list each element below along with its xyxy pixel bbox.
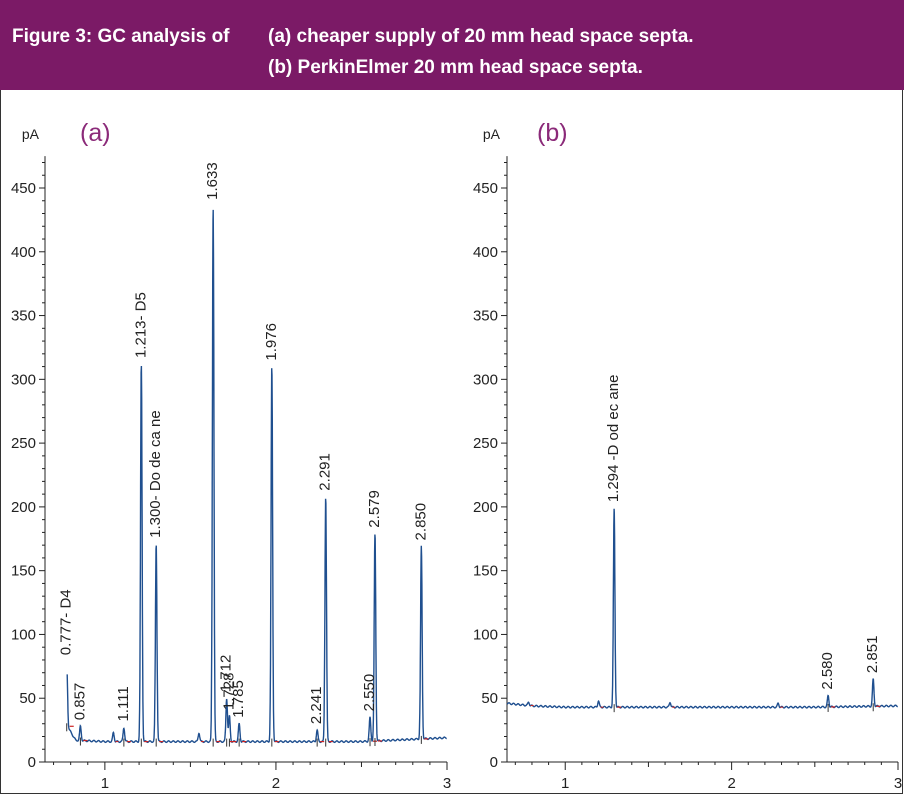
peak-label: 1.712	[218, 655, 235, 693]
y-tick-label: 350	[473, 308, 498, 325]
y-tick-label: 450	[11, 180, 36, 197]
peak-label: 1.300- Do de ca ne	[147, 410, 164, 538]
x-tick-label: 2	[272, 775, 280, 792]
peak-label: 1.976	[263, 323, 280, 361]
peak-label: 2.550	[361, 674, 378, 712]
y-axis-label: pA	[22, 126, 40, 142]
peak-label: 1.213- D5	[132, 292, 149, 358]
peak-label: 0.857	[71, 683, 88, 721]
peak-label: 2.851	[864, 636, 881, 674]
y-tick-label: 150	[473, 563, 498, 580]
y-tick-label: 0	[28, 754, 36, 771]
y-tick-label: 350	[11, 308, 36, 325]
figure-caption-banner: Figure 3: GC analysis of (a) cheaper sup…	[0, 0, 904, 90]
y-tick-label: 300	[473, 371, 498, 388]
y-tick-label: 300	[11, 371, 36, 388]
y-tick-label: 150	[11, 563, 36, 580]
x-tick-label: 1	[561, 775, 569, 792]
peak-label: 1.294 -D od ec ane	[605, 375, 622, 503]
peak-label: 2.580	[819, 652, 836, 690]
caption-a: (a) cheaper supply of 20 mm head space s…	[268, 26, 694, 47]
x-tick-label: 3	[443, 775, 451, 792]
y-tick-label: 200	[473, 499, 498, 516]
peak-label: 1.111	[115, 686, 132, 721]
figure-frame	[0, 90, 903, 794]
x-tick-label: 2	[727, 775, 735, 792]
x-tick-label: 3	[894, 775, 902, 792]
y-tick-label: 400	[11, 244, 36, 261]
x-tick-label: 1	[101, 775, 109, 792]
peak-label: 1.728	[220, 673, 237, 711]
y-tick-label: 50	[19, 690, 36, 707]
y-tick-label: 0	[490, 754, 498, 771]
y-tick-label: 450	[473, 180, 498, 197]
y-tick-label: 250	[473, 435, 498, 452]
peak-label: 1.785	[230, 680, 247, 718]
peak-label: 1.633	[204, 162, 221, 200]
chromatogram-trace	[66, 209, 447, 744]
y-tick-label: 100	[11, 626, 36, 643]
peak-label: 2.241	[308, 687, 325, 725]
chromatogram-trace	[506, 508, 898, 709]
y-tick-label: 100	[473, 626, 498, 643]
peak-label: 2.579	[366, 490, 383, 528]
peak-label: 2.291	[317, 453, 334, 491]
caption-b: (b) PerkinElmer 20 mm head space septa.	[268, 57, 643, 78]
y-tick-label: 200	[11, 499, 36, 516]
y-tick-label: 250	[11, 435, 36, 452]
peak-label: 0.777- D4	[58, 589, 75, 655]
y-tick-label: 50	[481, 690, 498, 707]
panel-label: (b)	[537, 119, 568, 147]
chart-panel-b: 0 50 100 150 200 250 300 350 400 450 1 2 3 pA (b) 1.294…	[473, 119, 902, 792]
panel-label: (a)	[80, 119, 111, 147]
peak-label: 2.850	[412, 503, 429, 541]
y-axis-label: pA	[483, 126, 501, 142]
y-tick-label: 400	[473, 244, 498, 261]
chart-panel-a: 0 50 100 150 200 250 300 350 400 450 1 2 3 pA (a) 0.777…	[11, 119, 451, 792]
figure-label: Figure 3: GC analysis of	[12, 26, 230, 47]
